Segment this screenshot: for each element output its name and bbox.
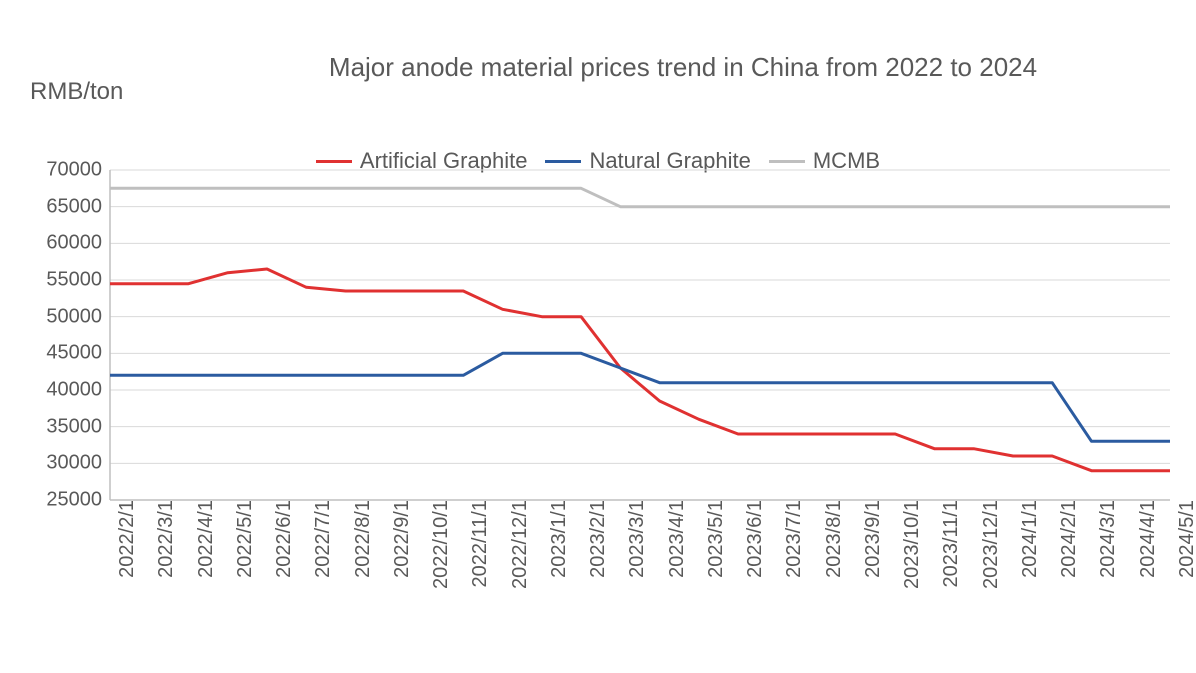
x-tick-label: 2022/10/1 — [424, 500, 453, 589]
x-tick-label: 2023/1/1 — [542, 500, 571, 578]
x-tick-label: 2022/4/1 — [189, 500, 218, 578]
y-tick-label: 60000 — [46, 232, 110, 255]
x-tick-label: 2023/6/1 — [738, 500, 767, 578]
x-tick-label: 2022/2/1 — [110, 500, 139, 578]
series-line-mcmb — [110, 188, 1170, 206]
y-tick-label: 30000 — [46, 452, 110, 475]
x-tick-label: 2024/1/1 — [1013, 500, 1042, 578]
plot-area: 2500030000350004000045000500005500060000… — [110, 170, 1170, 500]
x-tick-label: 2023/3/1 — [620, 500, 649, 578]
legend-swatch — [545, 160, 581, 163]
x-tick-label: 2023/5/1 — [699, 500, 728, 578]
y-tick-label: 70000 — [46, 159, 110, 182]
x-tick-label: 2023/8/1 — [817, 500, 846, 578]
x-tick-label: 2024/5/1 — [1170, 500, 1196, 578]
x-tick-label: 2022/6/1 — [267, 500, 296, 578]
y-axis-label: RMB/ton — [30, 78, 123, 106]
x-tick-label: 2023/12/1 — [974, 500, 1003, 589]
y-tick-label: 55000 — [46, 269, 110, 292]
y-tick-label: 25000 — [46, 489, 110, 512]
series-line-artificial-graphite — [110, 269, 1170, 471]
x-tick-label: 2023/4/1 — [660, 500, 689, 578]
y-tick-label: 45000 — [46, 342, 110, 365]
legend-swatch — [316, 160, 352, 163]
x-tick-label: 2023/9/1 — [856, 500, 885, 578]
y-tick-label: 50000 — [46, 305, 110, 328]
x-tick-label: 2022/11/1 — [463, 500, 492, 588]
x-tick-label: 2022/5/1 — [228, 500, 257, 578]
x-tick-label: 2022/3/1 — [149, 500, 178, 578]
y-tick-label: 35000 — [46, 415, 110, 438]
x-tick-label: 2022/9/1 — [385, 500, 414, 578]
chart-title: Major anode material prices trend in Chi… — [210, 52, 1156, 83]
x-tick-label: 2022/8/1 — [346, 500, 375, 578]
x-tick-label: 2023/10/1 — [895, 500, 924, 589]
x-tick-label: 2024/4/1 — [1131, 500, 1160, 578]
x-tick-label: 2024/3/1 — [1091, 500, 1120, 578]
x-tick-label: 2023/11/1 — [934, 500, 963, 588]
x-tick-label: 2022/7/1 — [306, 500, 335, 578]
x-tick-label: 2023/7/1 — [777, 500, 806, 578]
y-tick-label: 40000 — [46, 379, 110, 402]
x-tick-label: 2023/2/1 — [581, 500, 610, 578]
x-tick-label: 2024/2/1 — [1052, 500, 1081, 578]
series-line-natural-graphite — [110, 353, 1170, 441]
plot-svg — [110, 170, 1170, 500]
anode-price-chart: Major anode material prices trend in Chi… — [0, 0, 1196, 673]
legend-swatch — [769, 160, 805, 163]
x-tick-label: 2022/12/1 — [503, 500, 532, 589]
y-tick-label: 65000 — [46, 195, 110, 218]
